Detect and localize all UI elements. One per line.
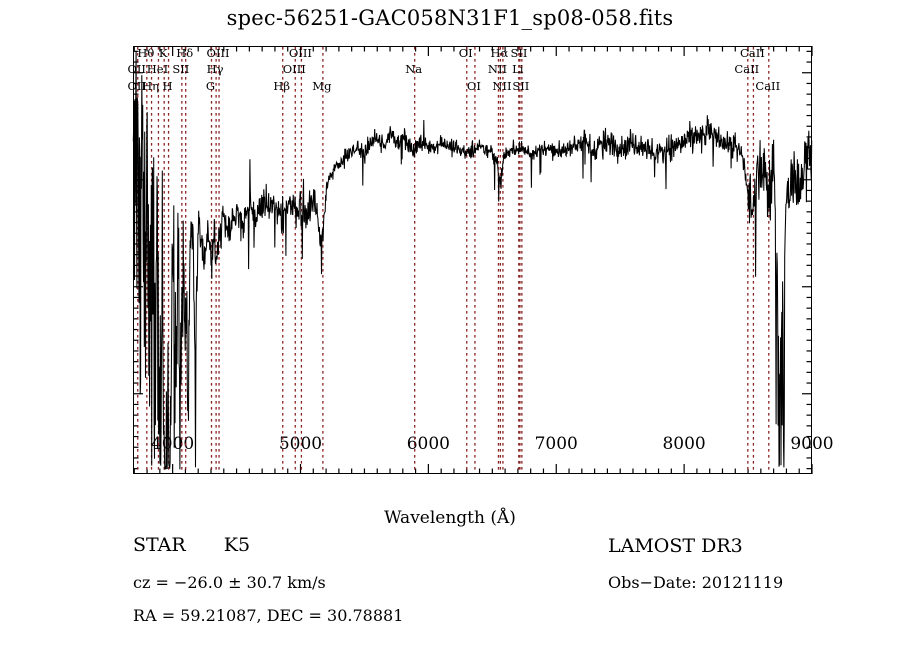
line-label-SII-6716: SII bbox=[510, 46, 528, 60]
x-tick-8000: 8000 bbox=[662, 434, 706, 454]
line-label-OI-6364: OI bbox=[466, 79, 481, 93]
line-label-OII-3727: OII bbox=[127, 79, 146, 93]
line-label-CaII-8498: CaII bbox=[734, 62, 760, 76]
line-label-CaII-8662: CaII bbox=[755, 79, 781, 93]
line-label-OI-6300: OI bbox=[458, 46, 473, 60]
line-label-H-3798: Hθ bbox=[137, 46, 155, 60]
page-title: spec-56251-GAC058N31F1_sp08-058.fits bbox=[226, 6, 674, 30]
line-label-OII-3727: OII bbox=[127, 62, 146, 76]
line-label-SII-4072: SII bbox=[172, 62, 190, 76]
line-label-SII-6731: SII bbox=[512, 79, 530, 93]
line-label-H-4861: Hβ bbox=[273, 79, 291, 93]
coordinates: RA = 59.21087, DEC = 30.78881 bbox=[133, 606, 404, 625]
spectral-type: K5 bbox=[223, 534, 251, 556]
plot-frame bbox=[133, 46, 812, 474]
line-label-OIII-5007: OIII bbox=[288, 46, 312, 60]
line-label-H-4340: Hγ bbox=[206, 62, 224, 76]
cz-value: cz = −26.0 ± 30.7 km/s bbox=[133, 573, 326, 592]
survey-name: LAMOST DR3 bbox=[608, 535, 743, 557]
x-axis-label: Wavelength (Å) bbox=[384, 508, 516, 528]
line-label-Na-5893: Na bbox=[405, 62, 423, 76]
x-tick-7000: 7000 bbox=[534, 434, 578, 454]
x-tick-6000: 6000 bbox=[406, 434, 450, 454]
x-tick-4000: 4000 bbox=[150, 434, 195, 454]
line-label-H-3835: Hη bbox=[142, 79, 159, 93]
line-label-H-4102: Hδ bbox=[176, 46, 194, 60]
object-class-row: STAR K5 bbox=[133, 536, 250, 555]
obs-date: Obs−Date: 20121119 bbox=[608, 573, 784, 592]
line-label-HeI-3889: HeI bbox=[146, 62, 169, 76]
line-label-Li-6707: Li bbox=[512, 62, 524, 76]
line-label-H-6563: Hα bbox=[490, 46, 509, 60]
line-label-K-3934: K bbox=[158, 46, 168, 60]
x-tick-9000: 9000 bbox=[790, 434, 834, 454]
line-label-H-3968: H bbox=[162, 79, 173, 93]
line-label-CaII-8542: CaII bbox=[740, 46, 765, 60]
line-label-G-4304: G bbox=[205, 79, 216, 93]
line-label-OIII-4363: OIII bbox=[206, 46, 230, 60]
line-label-OIII-4959: OIII bbox=[282, 62, 306, 76]
object-class: STAR bbox=[133, 534, 186, 556]
line-label-NII-6583: NII bbox=[492, 79, 512, 93]
line-label-NII-6548: NII bbox=[487, 62, 508, 76]
line-label-Mg-5175: Mg bbox=[312, 79, 332, 93]
x-tick-5000: 5000 bbox=[278, 434, 323, 454]
